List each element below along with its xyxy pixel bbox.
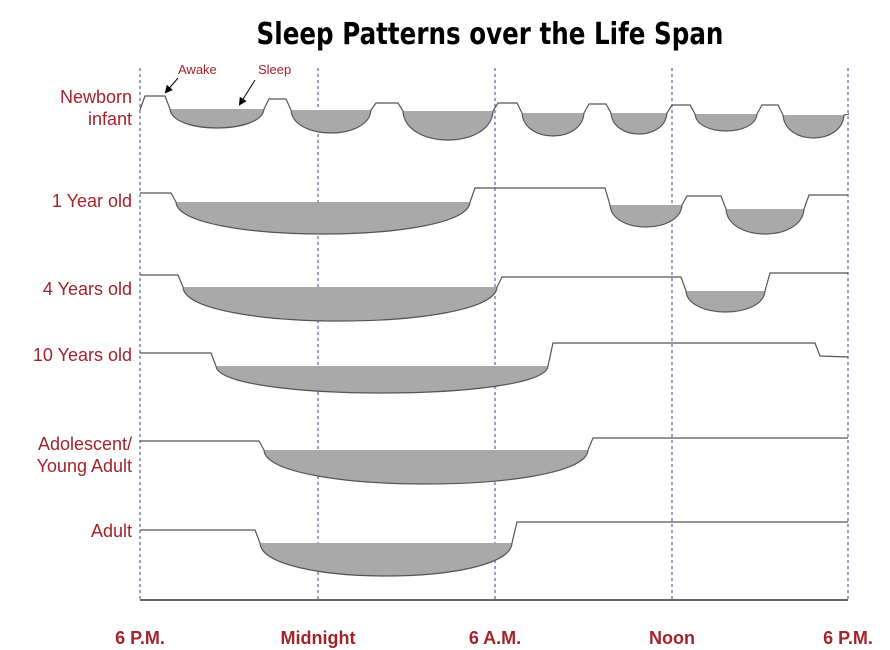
time-label: 6 A.M. <box>469 628 521 648</box>
sleep-period <box>611 113 667 134</box>
sleep-period <box>176 202 470 234</box>
time-label: 6 P.M. <box>115 628 165 648</box>
pattern-outline <box>140 437 848 485</box>
time-label: Midnight <box>281 628 356 648</box>
pattern-outline <box>140 272 848 322</box>
pattern-outline <box>140 521 848 577</box>
sleep-period <box>726 209 804 234</box>
pattern-outline <box>139 95 850 141</box>
pattern-outline <box>140 187 848 235</box>
sleep-period <box>264 450 588 484</box>
row-label: 10 Years old <box>33 345 132 365</box>
time-grid <box>139 68 849 601</box>
sleep-period <box>183 287 497 321</box>
row-label: 1 Year old <box>52 191 132 211</box>
time-label: Noon <box>649 628 695 648</box>
row-label: infant <box>88 109 132 129</box>
arrow <box>164 77 179 94</box>
row-label: Young Adult <box>37 456 132 476</box>
sleep-period <box>695 114 757 131</box>
annotation: Sleep <box>258 62 291 77</box>
sleep-period <box>783 115 844 138</box>
sleep-period <box>170 109 264 128</box>
arrow <box>238 79 256 106</box>
sleep-period <box>522 113 584 136</box>
sleep-period <box>216 366 548 393</box>
sleep-period <box>610 205 682 227</box>
sleep-period <box>686 291 765 312</box>
sleep-period <box>260 543 512 576</box>
title: Sleep Patterns over the Life Span <box>257 18 724 52</box>
row-label: 4 Years old <box>43 279 132 299</box>
row-label: Adult <box>91 521 132 541</box>
pattern-outline <box>140 342 849 394</box>
annotation: Awake <box>178 62 217 77</box>
row-label: Adolescent/ <box>38 434 132 454</box>
sleep-curves <box>139 95 850 577</box>
row-label: Newborn <box>60 87 132 107</box>
sleep-period <box>291 110 371 133</box>
time-label: 6 P.M. <box>823 628 873 648</box>
sleep-period <box>403 111 493 140</box>
